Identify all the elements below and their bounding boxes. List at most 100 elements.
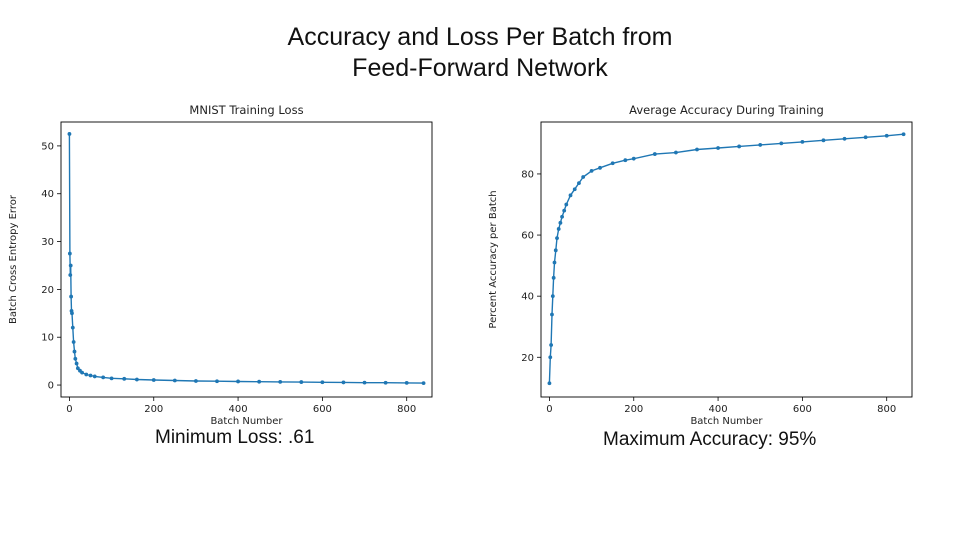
accuracy-plot-frame	[540, 121, 913, 398]
loss-data-point	[151, 378, 156, 382]
maximum-accuracy-caption: Maximum Accuracy: 95%	[603, 429, 817, 450]
accuracy-data-point	[695, 147, 699, 152]
loss-data-point	[421, 381, 426, 386]
loss-data-point	[73, 356, 78, 361]
accuracy-data-point	[572, 187, 577, 192]
loss-plot-frame	[60, 121, 433, 398]
loss-x-tick-label: 0	[66, 404, 72, 415]
accuracy-x-axis-label: Batch Number	[690, 416, 763, 427]
loss-data-point	[67, 251, 72, 256]
accuracy-data-point	[552, 260, 557, 265]
accuracy-data-point	[550, 312, 554, 317]
accuracy-data-point	[821, 138, 826, 143]
loss-data-point	[92, 374, 97, 379]
loss-data-point	[84, 372, 89, 377]
loss-y-tick-label: 10	[41, 333, 54, 344]
slide-title-line-1: Accuracy and Loss Per Batch from	[287, 23, 673, 51]
loss-data-point	[194, 379, 198, 383]
loss-data-point	[341, 380, 346, 385]
accuracy-y-tick-label: 40	[521, 292, 534, 303]
loss-data-point	[404, 380, 409, 385]
loss-data-point	[71, 340, 76, 344]
loss-data-point	[278, 379, 283, 384]
accuracy-title: Average Accuracy During Training	[629, 103, 824, 117]
accuracy-data-point	[610, 161, 615, 166]
loss-title: MNIST Training Loss	[189, 103, 303, 117]
loss-x-tick-label: 400	[229, 404, 248, 415]
loss-data-point	[101, 375, 106, 380]
loss-data-point	[362, 380, 367, 385]
accuracy-data-point	[548, 355, 553, 360]
accuracy-data-point	[863, 135, 868, 140]
loss-x-tick-label: 800	[397, 404, 416, 415]
loss-data-point	[172, 378, 177, 383]
loss-y-tick-label: 40	[41, 189, 54, 200]
accuracy-data-point	[550, 294, 555, 299]
accuracy-data-point	[553, 248, 558, 253]
loss-data-point	[80, 370, 84, 375]
loss-data-point	[67, 132, 72, 136]
accuracy-data-point	[577, 181, 581, 186]
accuracy-y-axis-label: Percent Accuracy per Batch	[488, 190, 499, 328]
accuracy-data-point	[564, 202, 569, 207]
accuracy-data-point	[631, 156, 636, 161]
loss-data-point	[236, 379, 240, 384]
accuracy-data-point	[737, 144, 742, 149]
loss-y-tick-label: 20	[41, 285, 54, 296]
loss-data-point	[299, 380, 304, 384]
loss-data-point	[383, 380, 388, 385]
accuracy-series-line	[548, 133, 904, 384]
loss-y-tick-label: 0	[48, 381, 54, 392]
accuracy-x-tick-label: 400	[709, 404, 728, 415]
accuracy-y-tick-label: 60	[521, 231, 534, 242]
loss-data-point	[70, 325, 75, 330]
loss-data-point	[72, 349, 77, 354]
slide-title: Accuracy and Loss Per Batch from Feed-Fo…	[0, 22, 960, 84]
accuracy-data-point	[562, 208, 567, 213]
loss-data-point	[70, 311, 74, 316]
loss-data-point	[68, 273, 73, 277]
accuracy-data-point	[842, 136, 847, 141]
loss-data-point	[215, 379, 219, 384]
accuracy-x-tick-label: 0	[546, 404, 552, 415]
loss-data-point	[88, 373, 93, 378]
accuracy-x-tick-label: 200	[624, 404, 643, 415]
accuracy-data-point	[598, 165, 602, 170]
accuracy-x-tick-label: 600	[793, 404, 812, 415]
accuracy-data-point	[758, 143, 763, 147]
loss-y-axis-label: Batch Cross Entropy Error	[8, 194, 19, 324]
accuracy-data-point	[568, 193, 573, 198]
loss-data-point	[320, 380, 325, 385]
accuracy-data-point	[901, 132, 906, 137]
loss-data-point	[257, 379, 262, 384]
accuracy-data-point	[549, 343, 554, 347]
loss-data-point	[109, 376, 114, 381]
loss-data-point	[122, 376, 127, 381]
loss-data-point	[69, 294, 74, 299]
accuracy-x-tick-label: 800	[877, 404, 896, 415]
loss-x-tick-label: 600	[313, 404, 332, 415]
accuracy-data-point	[652, 152, 657, 156]
accuracy-data-point	[884, 133, 889, 138]
loss-y-tick-label: 30	[41, 237, 54, 248]
loss-x-axis-label: Batch Number	[210, 416, 283, 427]
accuracy-data-point	[589, 168, 594, 173]
accuracy-data-point	[558, 220, 563, 225]
accuracy-data-point	[716, 146, 720, 150]
accuracy-data-point	[556, 227, 561, 231]
accuracy-data-point	[779, 141, 784, 146]
accuracy-data-point	[623, 158, 628, 163]
slide-title-line-2: Feed-Forward Network	[352, 54, 608, 82]
loss-x-tick-label: 200	[144, 404, 163, 415]
loss-data-point	[68, 263, 73, 268]
accuracy-y-tick-label: 80	[521, 169, 534, 180]
accuracy-data-point	[800, 139, 805, 144]
minimum-loss-caption: Minimum Loss: .61	[155, 427, 315, 448]
accuracy-data-point	[674, 150, 678, 155]
accuracy-data-point	[555, 236, 559, 241]
loss-data-point	[74, 361, 79, 366]
accuracy-data-point	[560, 214, 564, 219]
accuracy-data-point	[551, 275, 556, 280]
